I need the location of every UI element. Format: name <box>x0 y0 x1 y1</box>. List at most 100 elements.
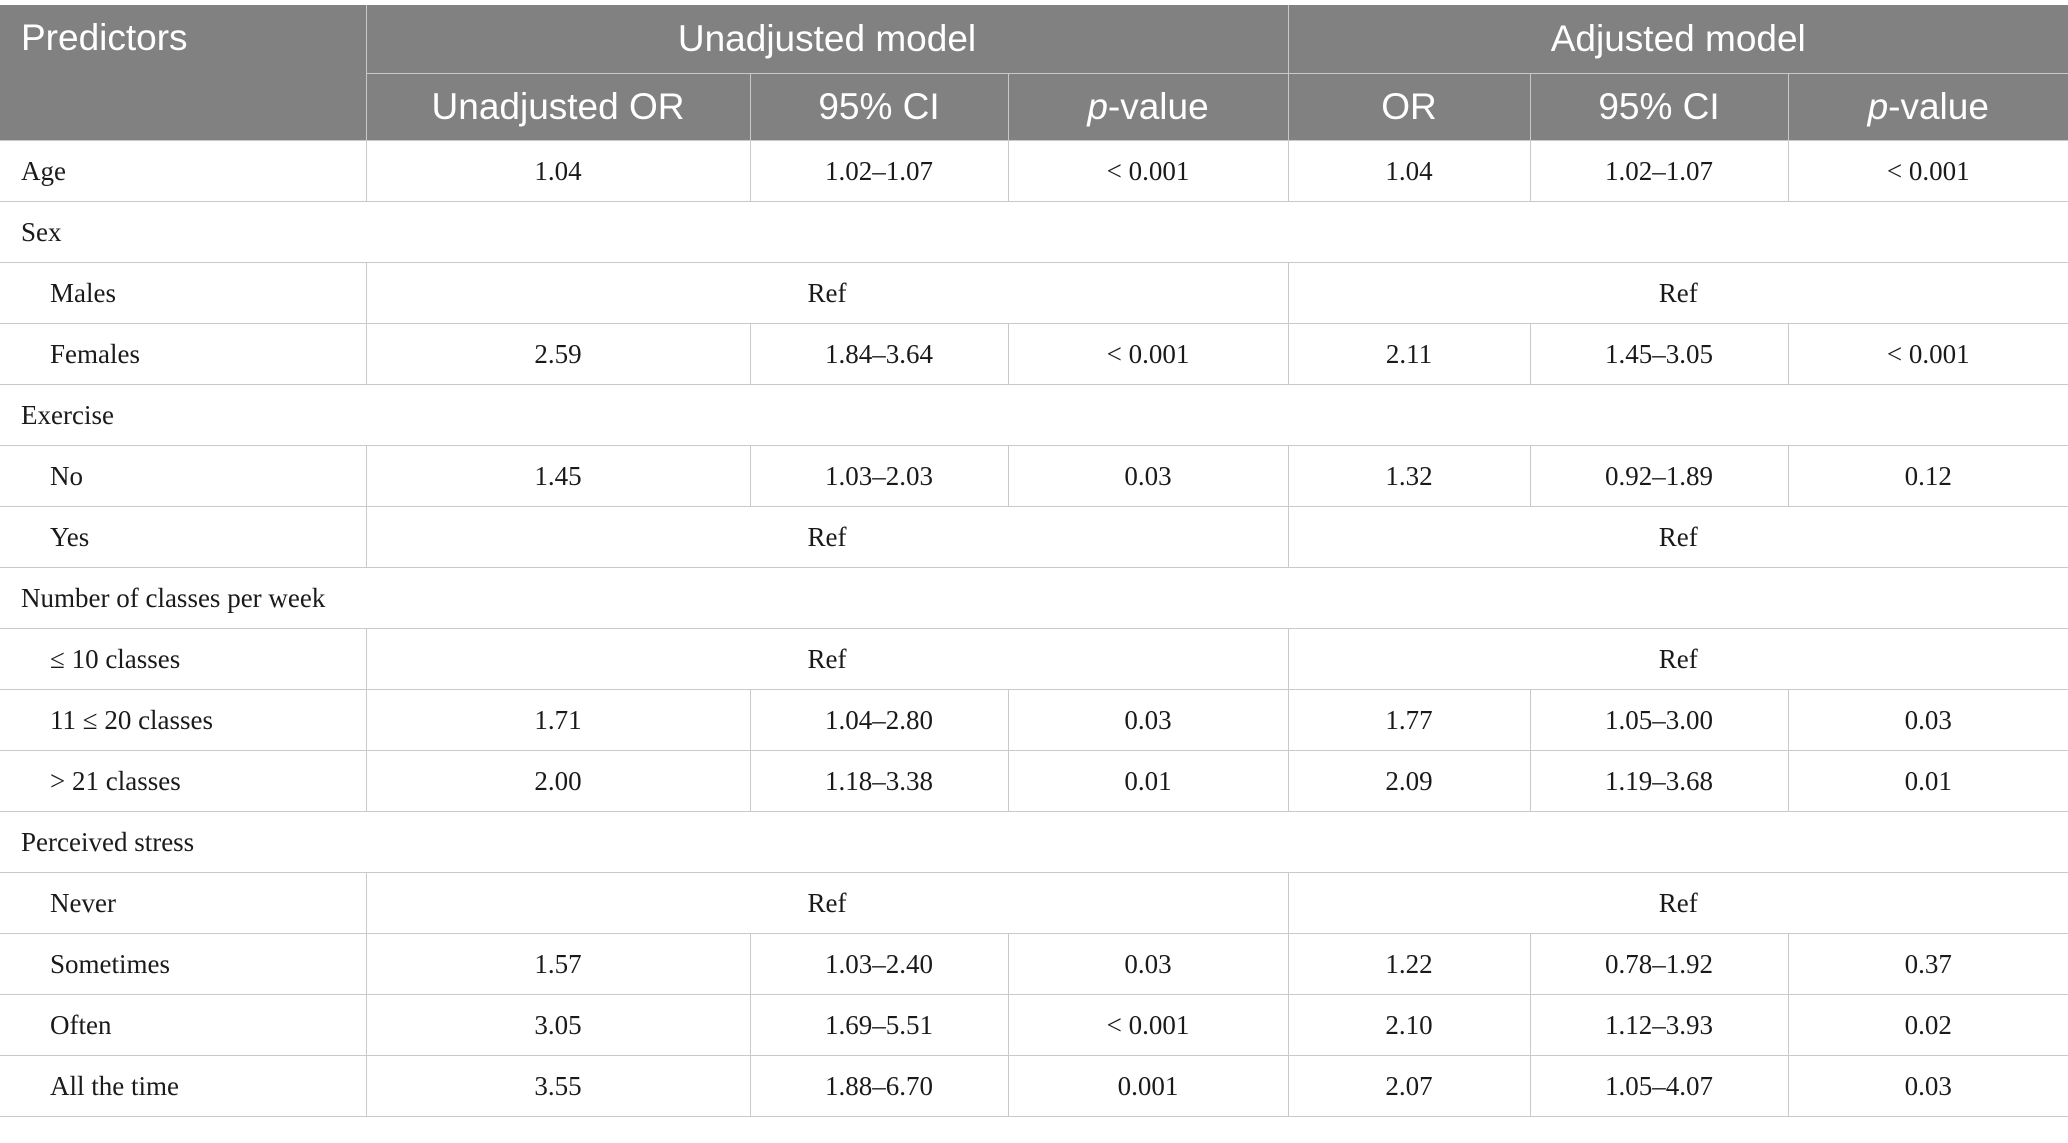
unadjusted-ci-cell: 1.88–6.70 <box>749 1055 1008 1117</box>
adjusted-ci-cell: 1.12–3.93 <box>1529 994 1788 1056</box>
unadjusted-or-cell: 2.00 <box>365 750 750 812</box>
unadjusted-or-cell: 1.45 <box>365 445 750 507</box>
table-row: ≤ 10 classes Ref Ref <box>0 628 2068 690</box>
unadjusted-ci-cell: 1.69–5.51 <box>749 994 1008 1056</box>
header-predictors: Predictors <box>0 5 366 141</box>
adjusted-or-cell: 2.07 <box>1287 1055 1530 1117</box>
table-row: Exercise <box>0 384 2068 446</box>
adjusted-p-cell: 0.03 <box>1787 689 2068 751</box>
unadjusted-ci-cell: 1.03–2.03 <box>749 445 1008 507</box>
group-label: Sex <box>0 201 2068 263</box>
unadjusted-ci-cell: 1.18–3.38 <box>749 750 1008 812</box>
table-row: > 21 classes 2.00 1.18–3.38 0.01 2.09 1.… <box>0 750 2068 812</box>
unadjusted-ci-cell: 1.03–2.40 <box>749 933 1008 995</box>
adjusted-ref-cell: Ref <box>1287 262 2068 324</box>
row-label: Often <box>0 994 366 1056</box>
adjusted-ref-cell: Ref <box>1287 628 2068 690</box>
row-label: Never <box>0 872 366 934</box>
adjusted-p-cell: 0.02 <box>1787 994 2068 1056</box>
unadjusted-or-cell: 1.71 <box>365 689 750 751</box>
unadjusted-ci-cell: 1.04–2.80 <box>749 689 1008 751</box>
table-row: Sometimes 1.57 1.03–2.40 0.03 1.22 0.78–… <box>0 933 2068 995</box>
header-unadjusted-model: Unadjusted model <box>365 5 1288 74</box>
unadjusted-or-cell: 1.04 <box>365 140 750 202</box>
adjusted-or-cell: 2.10 <box>1287 994 1530 1056</box>
table-row: Perceived stress <box>0 811 2068 873</box>
unadjusted-ref-cell: Ref <box>365 872 1288 934</box>
row-label: Sometimes <box>0 933 366 995</box>
table-header: Predictors Unadjusted model Adjusted mod… <box>0 5 2068 141</box>
adjusted-p-cell: 0.12 <box>1787 445 2068 507</box>
adjusted-ci-cell: 1.02–1.07 <box>1529 140 1788 202</box>
group-label: Exercise <box>0 384 2068 446</box>
row-label: No <box>0 445 366 507</box>
unadjusted-p-cell: 0.03 <box>1007 933 1288 995</box>
adjusted-or-cell: 1.32 <box>1287 445 1530 507</box>
row-label: Females <box>0 323 366 385</box>
unadjusted-p-cell: 0.01 <box>1007 750 1288 812</box>
adjusted-ci-cell: 1.05–3.00 <box>1529 689 1788 751</box>
row-label: ≤ 10 classes <box>0 628 366 690</box>
p-italic: p <box>1867 86 1889 127</box>
adjusted-or-cell: 2.09 <box>1287 750 1530 812</box>
row-label: All the time <box>0 1055 366 1117</box>
table-container: Predictors Unadjusted model Adjusted mod… <box>0 5 2068 1117</box>
unadjusted-or-cell: 1.57 <box>365 933 750 995</box>
table-row: All the time 3.55 1.88–6.70 0.001 2.07 1… <box>0 1055 2068 1117</box>
group-label: Perceived stress <box>0 811 2068 873</box>
adjusted-ref-cell: Ref <box>1287 506 2068 568</box>
unadjusted-p-cell: 0.03 <box>1007 445 1288 507</box>
header-unadjusted-p: p-value <box>1007 73 1288 141</box>
adjusted-ci-cell: 0.92–1.89 <box>1529 445 1788 507</box>
unadjusted-p-cell: < 0.001 <box>1007 323 1288 385</box>
table-row: Age 1.04 1.02–1.07 < 0.001 1.04 1.02–1.0… <box>0 140 2068 202</box>
adjusted-ci-cell: 1.05–4.07 <box>1529 1055 1788 1117</box>
table-row: Sex <box>0 201 2068 263</box>
unadjusted-ci-cell: 1.02–1.07 <box>749 140 1008 202</box>
p-suffix: -value <box>1107 86 1209 127</box>
adjusted-ref-cell: Ref <box>1287 872 2068 934</box>
adjusted-p-cell: 0.03 <box>1787 1055 2068 1117</box>
header-adjusted-model: Adjusted model <box>1287 5 2068 74</box>
adjusted-or-cell: 2.11 <box>1287 323 1530 385</box>
adjusted-ci-cell: 1.19–3.68 <box>1529 750 1788 812</box>
row-label: 11 ≤ 20 classes <box>0 689 366 751</box>
adjusted-or-cell: 1.77 <box>1287 689 1530 751</box>
row-label: Males <box>0 262 366 324</box>
table-row: Males Ref Ref <box>0 262 2068 324</box>
header-adjusted-or: OR <box>1287 73 1530 141</box>
table-row: Never Ref Ref <box>0 872 2068 934</box>
unadjusted-ci-cell: 1.84–3.64 <box>749 323 1008 385</box>
row-label: Age <box>0 140 366 202</box>
adjusted-p-cell: 0.37 <box>1787 933 2068 995</box>
header-adjusted-ci: 95% CI <box>1529 73 1788 141</box>
unadjusted-or-cell: 2.59 <box>365 323 750 385</box>
unadjusted-ref-cell: Ref <box>365 628 1288 690</box>
odds-ratio-table: Predictors Unadjusted model Adjusted mod… <box>0 5 2068 1117</box>
row-label: > 21 classes <box>0 750 366 812</box>
unadjusted-or-cell: 3.05 <box>365 994 750 1056</box>
unadjusted-p-cell: < 0.001 <box>1007 140 1288 202</box>
group-label: Number of classes per week <box>0 567 2068 629</box>
adjusted-or-cell: 1.04 <box>1287 140 1530 202</box>
adjusted-ci-cell: 0.78–1.92 <box>1529 933 1788 995</box>
adjusted-ci-cell: 1.45–3.05 <box>1529 323 1788 385</box>
table-row: Yes Ref Ref <box>0 506 2068 568</box>
unadjusted-ref-cell: Ref <box>365 262 1288 324</box>
header-unadjusted-ci: 95% CI <box>749 73 1008 141</box>
table-row: Number of classes per week <box>0 567 2068 629</box>
unadjusted-p-cell: 0.03 <box>1007 689 1288 751</box>
table-row: Females 2.59 1.84–3.64 < 0.001 2.11 1.45… <box>0 323 2068 385</box>
table-row: Often 3.05 1.69–5.51 < 0.001 2.10 1.12–3… <box>0 994 2068 1056</box>
header-adjusted-p: p-value <box>1787 73 2068 141</box>
adjusted-p-cell: < 0.001 <box>1787 323 2068 385</box>
unadjusted-or-cell: 3.55 <box>365 1055 750 1117</box>
table-row: No 1.45 1.03–2.03 0.03 1.32 0.92–1.89 0.… <box>0 445 2068 507</box>
header-unadjusted-or: Unadjusted OR <box>365 73 750 141</box>
adjusted-p-cell: 0.01 <box>1787 750 2068 812</box>
table-row: 11 ≤ 20 classes 1.71 1.04–2.80 0.03 1.77… <box>0 689 2068 751</box>
table-body: Age 1.04 1.02–1.07 < 0.001 1.04 1.02–1.0… <box>0 140 2068 1117</box>
adjusted-p-cell: < 0.001 <box>1787 140 2068 202</box>
p-suffix: -value <box>1888 86 1989 127</box>
unadjusted-p-cell: 0.001 <box>1007 1055 1288 1117</box>
